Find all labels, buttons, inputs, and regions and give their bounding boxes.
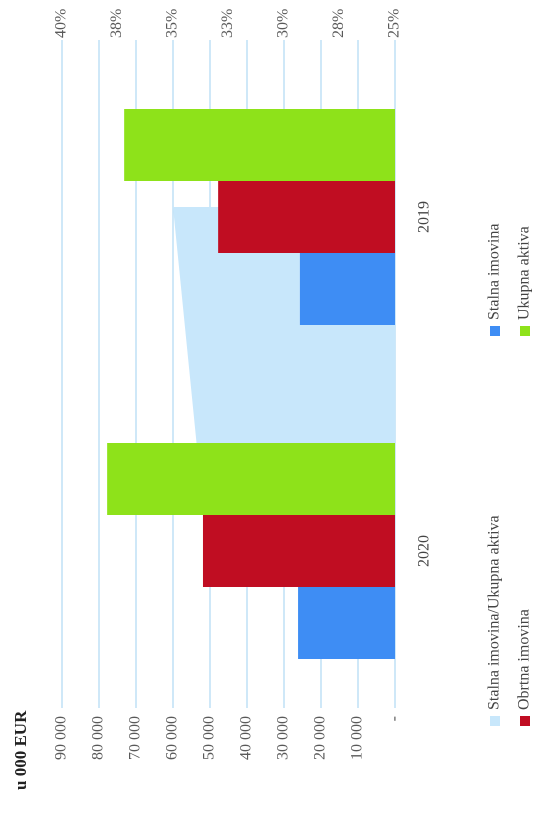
y-tick-label: 90 000 [53, 716, 70, 760]
bar [218, 181, 395, 253]
y-tick-label: 10 000 [349, 716, 366, 760]
bar [107, 443, 395, 515]
legend-swatch [520, 326, 530, 336]
y2-tick-label: 38% [108, 9, 125, 38]
y-tick-label: 70 000 [127, 716, 144, 760]
y2-tick-label: 28% [330, 9, 347, 38]
legend-swatch [490, 326, 500, 336]
y-tick-label: 60 000 [164, 716, 181, 760]
y2-tick-label: 35% [164, 9, 181, 38]
legend-label: Obrtna imovina [516, 609, 533, 710]
rotated-chart: u 000 EUR - 10 000 20 000 30 000 40 000 50 00… [11, 9, 533, 790]
legend-label: Stalna imovina [486, 224, 503, 320]
bar [298, 587, 395, 659]
bar [202, 515, 395, 587]
legend-label: Stalna imovina/Ukupna aktiva [486, 515, 503, 710]
y-tick-label: 40 000 [238, 716, 255, 760]
legend-label: Ukupna aktiva [516, 226, 533, 320]
x-tick-label: 2019 [416, 201, 433, 233]
bar [299, 253, 395, 325]
bar [124, 109, 395, 181]
legend-swatch [490, 716, 500, 726]
y-tick-label: 30 000 [275, 716, 292, 760]
y-tick-label: 50 000 [201, 716, 218, 760]
legend-swatch [520, 716, 530, 726]
y2-tick-label: 30% [275, 9, 292, 38]
x-tick-label: 2020 [416, 535, 433, 567]
chart-title: u 000 EUR [11, 710, 30, 790]
y2-tick-label: 25% [386, 9, 403, 38]
y-tick-label: - [386, 716, 403, 721]
y-tick-label: 20 000 [312, 716, 329, 760]
y2-tick-label: 33% [219, 9, 236, 38]
y-tick-label: 80 000 [90, 716, 107, 760]
y2-tick-label: 40% [53, 9, 70, 38]
